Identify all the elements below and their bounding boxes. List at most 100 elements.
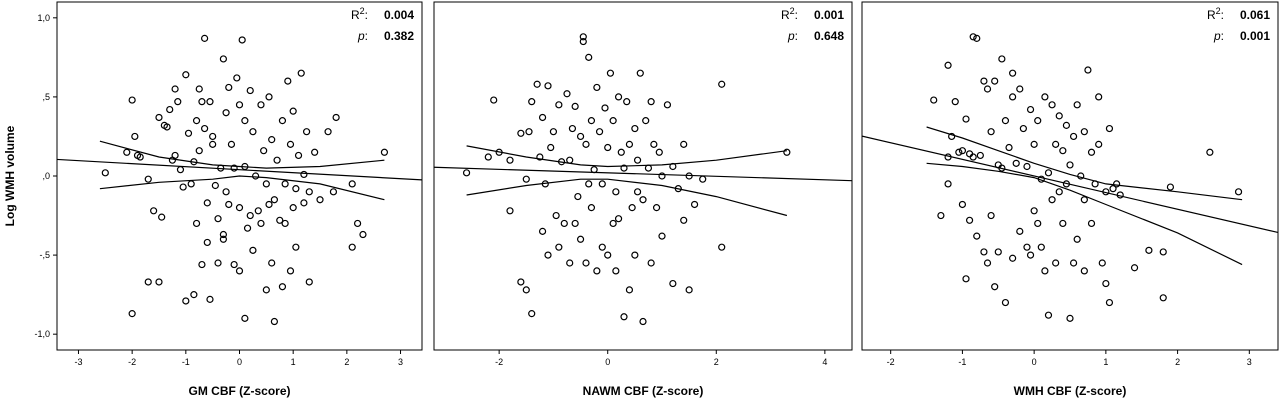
r-squared-label: R2: (781, 6, 798, 22)
data-point (1023, 162, 1031, 171)
data-point (955, 148, 963, 156)
data-point (281, 219, 289, 228)
ci-upper-curve (466, 145, 787, 168)
data-point (273, 156, 281, 164)
data-point (270, 196, 278, 204)
data-point (547, 143, 555, 152)
data-point (305, 278, 313, 286)
data-point (225, 83, 233, 92)
data-point (680, 140, 688, 148)
data-point (980, 77, 988, 85)
r-squared-superscript: 2 (790, 6, 795, 16)
data-point (1166, 183, 1175, 191)
data-point (1048, 101, 1056, 109)
data-point (1059, 219, 1067, 228)
chart-panel-1: -3 -2 -1 0 1 2 3 1,0 ,5 ,0 -,5 -1,0 GM CBF (Z-score)… (3, 1, 423, 398)
x-tick-label: 2 (1175, 357, 1180, 367)
data-point (260, 147, 268, 155)
data-point (1052, 140, 1060, 148)
data-point (718, 80, 726, 88)
data-point (506, 156, 514, 164)
data-point (144, 278, 152, 286)
data-point (1037, 175, 1045, 183)
data-point (235, 267, 244, 275)
data-point (601, 104, 609, 112)
r-squared-colon: : (1221, 8, 1224, 22)
data-point (238, 36, 246, 44)
data-point (190, 158, 198, 166)
data-point (525, 128, 533, 136)
data-point (568, 124, 577, 133)
data-point (639, 196, 647, 204)
data-point (462, 169, 471, 177)
data-point (606, 69, 615, 77)
data-point (620, 313, 628, 321)
data-point (1016, 85, 1024, 93)
data-point (1001, 117, 1010, 125)
data-point (155, 278, 163, 286)
data-point (522, 286, 530, 294)
data-point (265, 200, 273, 209)
data-point (166, 105, 174, 114)
data-point (969, 33, 977, 41)
data-point (973, 34, 981, 42)
data-point (598, 180, 606, 188)
data-point (219, 55, 227, 63)
regression-line (862, 135, 1278, 234)
data-point (1095, 93, 1103, 101)
data-point (302, 128, 311, 136)
data-point (612, 267, 620, 275)
data-point (144, 175, 152, 183)
data-point (1098, 259, 1106, 267)
data-point (348, 180, 356, 188)
r-squared-colon: : (795, 8, 798, 22)
data-point (983, 85, 992, 93)
data-point (655, 148, 663, 156)
p-colon: : (795, 29, 798, 43)
y-tick-label: 1,0 (37, 13, 50, 23)
data-point (1009, 69, 1017, 77)
data-point (249, 246, 257, 254)
data-point (187, 180, 195, 188)
data-point (246, 211, 254, 220)
data-point (517, 129, 525, 137)
plot-frame (433, 1, 853, 351)
plot-frame (861, 1, 1279, 351)
data-point (962, 275, 970, 283)
data-point (614, 93, 623, 101)
data-point (587, 204, 596, 212)
data-point (230, 260, 238, 269)
data-point (718, 243, 726, 251)
data-point (549, 128, 558, 136)
r-squared-value: 0.061 (1240, 8, 1270, 22)
data-point (171, 151, 179, 160)
data-point (642, 117, 650, 125)
data-point (669, 279, 677, 288)
data-point (1073, 101, 1081, 109)
data-point (991, 77, 999, 85)
data-point (609, 219, 617, 228)
data-point (969, 153, 977, 161)
data-point (604, 251, 612, 259)
y-axis-title: Log WMH volume (3, 125, 17, 226)
data-point (1109, 185, 1117, 193)
data-point (227, 140, 236, 148)
data-point (198, 260, 206, 269)
data-point (658, 232, 666, 240)
data-point (294, 151, 303, 160)
r-squared-colon: : (365, 8, 368, 22)
data-point (246, 86, 254, 95)
data-point (639, 317, 647, 326)
data-point (136, 153, 144, 161)
data-point (699, 175, 707, 183)
data-point (536, 153, 544, 161)
data-point (297, 69, 305, 77)
data-point (579, 33, 587, 41)
p-value: 0.382 (384, 29, 414, 43)
data-point (948, 132, 956, 141)
data-point (674, 185, 682, 193)
ci-lower-curve (466, 178, 788, 217)
plot-content (434, 33, 852, 326)
data-point (495, 148, 503, 156)
data-point (184, 129, 193, 137)
